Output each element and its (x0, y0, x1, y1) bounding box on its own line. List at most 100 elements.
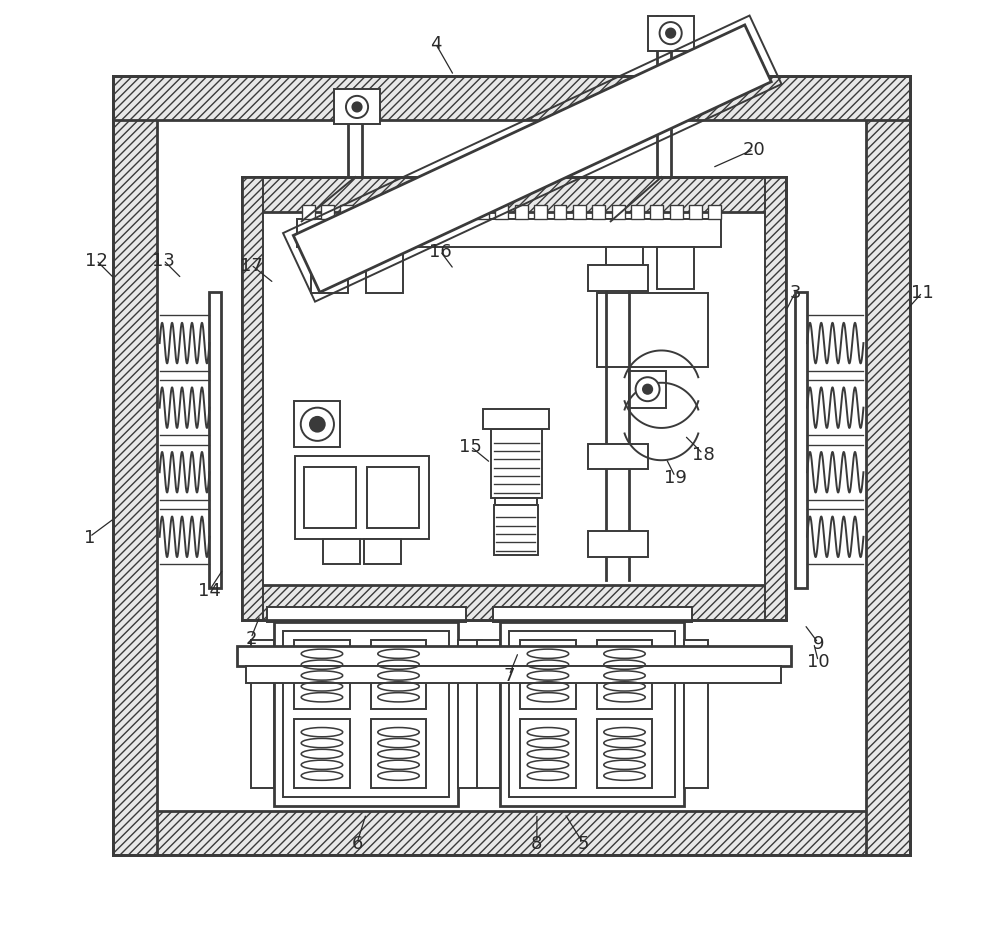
Circle shape (643, 386, 652, 394)
Bar (457, 206, 470, 221)
Bar (267, 607, 466, 622)
Bar (242, 178, 263, 620)
Bar (371, 641, 426, 709)
Text: 19: 19 (664, 468, 687, 487)
Bar (113, 77, 157, 855)
Bar (500, 622, 684, 806)
Bar (367, 467, 419, 528)
Bar (588, 444, 648, 470)
Bar (483, 409, 549, 429)
Text: 2: 2 (245, 629, 257, 648)
Bar (689, 206, 702, 221)
Text: 9: 9 (812, 634, 824, 653)
Bar (251, 641, 274, 788)
Bar (795, 293, 807, 588)
Bar (294, 718, 350, 788)
Bar (366, 248, 403, 294)
Text: 8: 8 (531, 834, 543, 852)
Bar (509, 631, 675, 797)
Bar (458, 641, 482, 788)
Bar (554, 206, 566, 221)
Bar (534, 206, 547, 221)
Bar (113, 77, 910, 121)
Bar (242, 585, 786, 620)
Polygon shape (293, 26, 771, 293)
Text: 14: 14 (198, 581, 221, 600)
Text: 15: 15 (459, 438, 482, 456)
Bar (302, 206, 315, 221)
Bar (364, 540, 401, 565)
Bar (495, 499, 537, 517)
Bar (520, 641, 576, 709)
Bar (340, 206, 353, 221)
Bar (670, 206, 683, 221)
Bar (237, 646, 791, 667)
Bar (684, 641, 708, 788)
Text: 12: 12 (85, 252, 107, 270)
Bar (650, 206, 663, 221)
Bar (708, 206, 721, 221)
Bar (491, 429, 542, 499)
Bar (334, 90, 380, 125)
Bar (399, 206, 411, 221)
Text: 16: 16 (429, 243, 451, 260)
Bar (371, 718, 426, 788)
Bar (321, 206, 334, 221)
Bar (765, 178, 786, 620)
Bar (209, 293, 221, 588)
Bar (494, 505, 538, 555)
Bar (379, 206, 392, 221)
Text: 11: 11 (911, 284, 934, 302)
Bar (612, 206, 625, 221)
Bar (323, 540, 360, 565)
Bar (493, 607, 692, 622)
Bar (418, 206, 431, 221)
Bar (242, 178, 786, 213)
Text: 10: 10 (807, 653, 830, 670)
Circle shape (346, 96, 368, 119)
Bar (648, 17, 694, 52)
Circle shape (352, 103, 362, 112)
Bar (274, 622, 458, 806)
Bar (360, 206, 373, 221)
Circle shape (660, 23, 682, 45)
Bar (592, 206, 605, 221)
Bar (294, 401, 340, 448)
Circle shape (636, 378, 660, 401)
Bar (246, 667, 781, 683)
Text: 1: 1 (84, 528, 95, 546)
Bar (597, 641, 652, 709)
Bar (297, 221, 721, 248)
Bar (304, 467, 356, 528)
Bar (515, 206, 528, 221)
Circle shape (301, 408, 334, 441)
Bar (476, 206, 489, 221)
Text: 4: 4 (430, 35, 441, 53)
Bar (629, 372, 666, 408)
Text: 7: 7 (503, 667, 515, 684)
Text: 5: 5 (577, 834, 589, 852)
Bar (573, 206, 586, 221)
Bar (606, 248, 643, 289)
Text: 13: 13 (152, 252, 175, 270)
Bar (294, 641, 350, 709)
Bar (597, 718, 652, 788)
Bar (113, 811, 910, 855)
Bar (588, 532, 648, 557)
Text: 3: 3 (789, 284, 801, 302)
Text: 18: 18 (692, 445, 714, 464)
Bar (588, 265, 648, 291)
Bar (311, 248, 348, 294)
Bar (520, 718, 576, 788)
Bar (477, 641, 500, 788)
Bar (295, 456, 429, 540)
Bar (866, 77, 910, 855)
Text: 6: 6 (351, 834, 363, 852)
Circle shape (310, 417, 325, 432)
Bar (631, 206, 644, 221)
Bar (437, 206, 450, 221)
Bar (495, 206, 508, 221)
Bar (597, 294, 708, 368)
Text: 17: 17 (240, 257, 262, 274)
Bar (283, 631, 449, 797)
